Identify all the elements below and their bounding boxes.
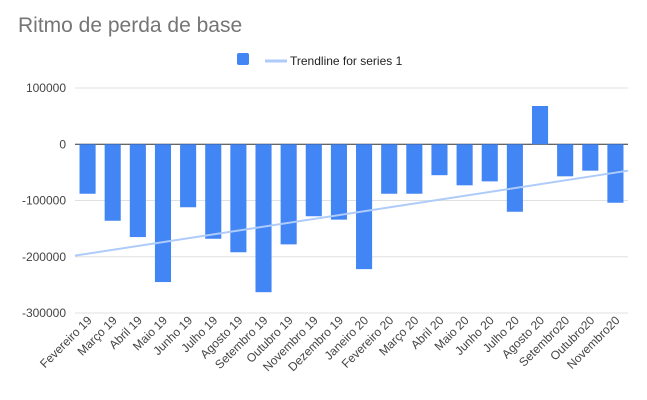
trendline-layer xyxy=(74,169,629,257)
y-tick-label: 100000 xyxy=(26,81,66,95)
bar xyxy=(456,144,473,186)
bar xyxy=(79,144,96,194)
bar xyxy=(406,144,423,194)
y-axis: 100000 0 -100000 -200000 -300000 xyxy=(22,81,66,320)
bar xyxy=(205,144,222,239)
y-tick-label: -100000 xyxy=(22,194,66,208)
bar xyxy=(356,144,373,270)
y-tick-label: -200000 xyxy=(22,250,66,264)
bar xyxy=(154,144,172,283)
chart-title: Ritmo de perda de base xyxy=(18,14,243,37)
bar xyxy=(129,144,146,238)
bar-series xyxy=(79,106,624,293)
legend: Trendline for series 1 xyxy=(237,53,403,68)
bar xyxy=(481,144,498,182)
bar xyxy=(431,144,448,176)
bar xyxy=(557,144,574,177)
bar xyxy=(506,144,523,212)
y-tick-label: -300000 xyxy=(22,306,66,320)
legend-swatch-series-1 xyxy=(237,53,249,65)
legend-label-trendline: Trendline for series 1 xyxy=(290,54,403,68)
bar xyxy=(582,144,599,171)
bar xyxy=(305,144,322,217)
bar xyxy=(104,144,121,221)
trendline xyxy=(74,169,629,257)
bar xyxy=(531,106,549,145)
bar xyxy=(330,144,347,220)
bar xyxy=(180,144,197,208)
bar xyxy=(381,144,398,194)
bar xyxy=(230,144,247,253)
bar xyxy=(280,144,297,245)
bar xyxy=(255,144,272,293)
y-tick-label: 0 xyxy=(59,137,66,151)
gridlines xyxy=(75,87,628,314)
